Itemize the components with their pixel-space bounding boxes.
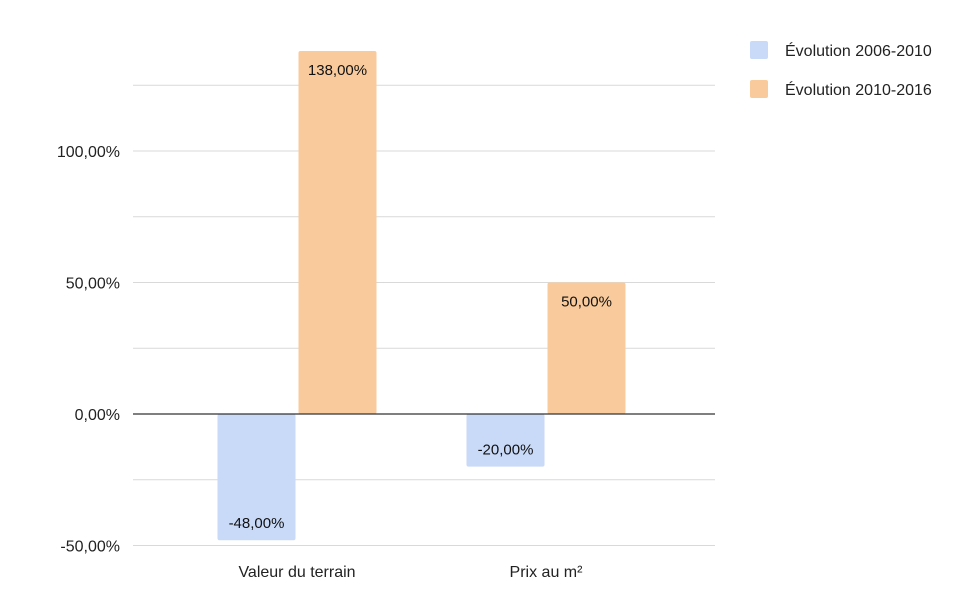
- bar-evolution-2010-2016-0: [298, 51, 377, 415]
- data-label: 50,00%: [561, 294, 612, 311]
- x-category-label: Prix au m²: [510, 564, 584, 581]
- bar-evolution-2010-2016-1: [547, 282, 626, 414]
- legend-swatch: [750, 41, 768, 59]
- bar-evolution-2006-2010-1: [466, 414, 545, 467]
- x-axis-categories: Valeur du terrain Prix au m²: [238, 564, 583, 581]
- y-tick-label: -50,00%: [60, 539, 120, 556]
- data-label: -48,00%: [229, 515, 285, 532]
- y-tick-label: 0,00%: [75, 407, 120, 424]
- data-labels: -48,00% -20,00% 138,00% 50,00%: [229, 62, 612, 532]
- legend-label: Évolution 2010-2016: [785, 80, 932, 99]
- y-tick-label: 100,00%: [57, 144, 120, 161]
- legend: Évolution 2006-2010 Évolution 2010-2016: [750, 41, 932, 99]
- x-category-label: Valeur du terrain: [238, 564, 355, 581]
- y-axis-ticks: -50,00% 0,00% 50,00% 100,00%: [57, 144, 120, 556]
- data-label: -20,00%: [478, 442, 534, 459]
- data-label: 138,00%: [308, 62, 367, 79]
- bar-evolution-2006-2010-0: [217, 414, 296, 541]
- bars: [217, 51, 626, 541]
- legend-label: Évolution 2006-2010: [785, 41, 932, 60]
- legend-swatch: [750, 80, 768, 98]
- y-tick-label: 50,00%: [66, 276, 120, 293]
